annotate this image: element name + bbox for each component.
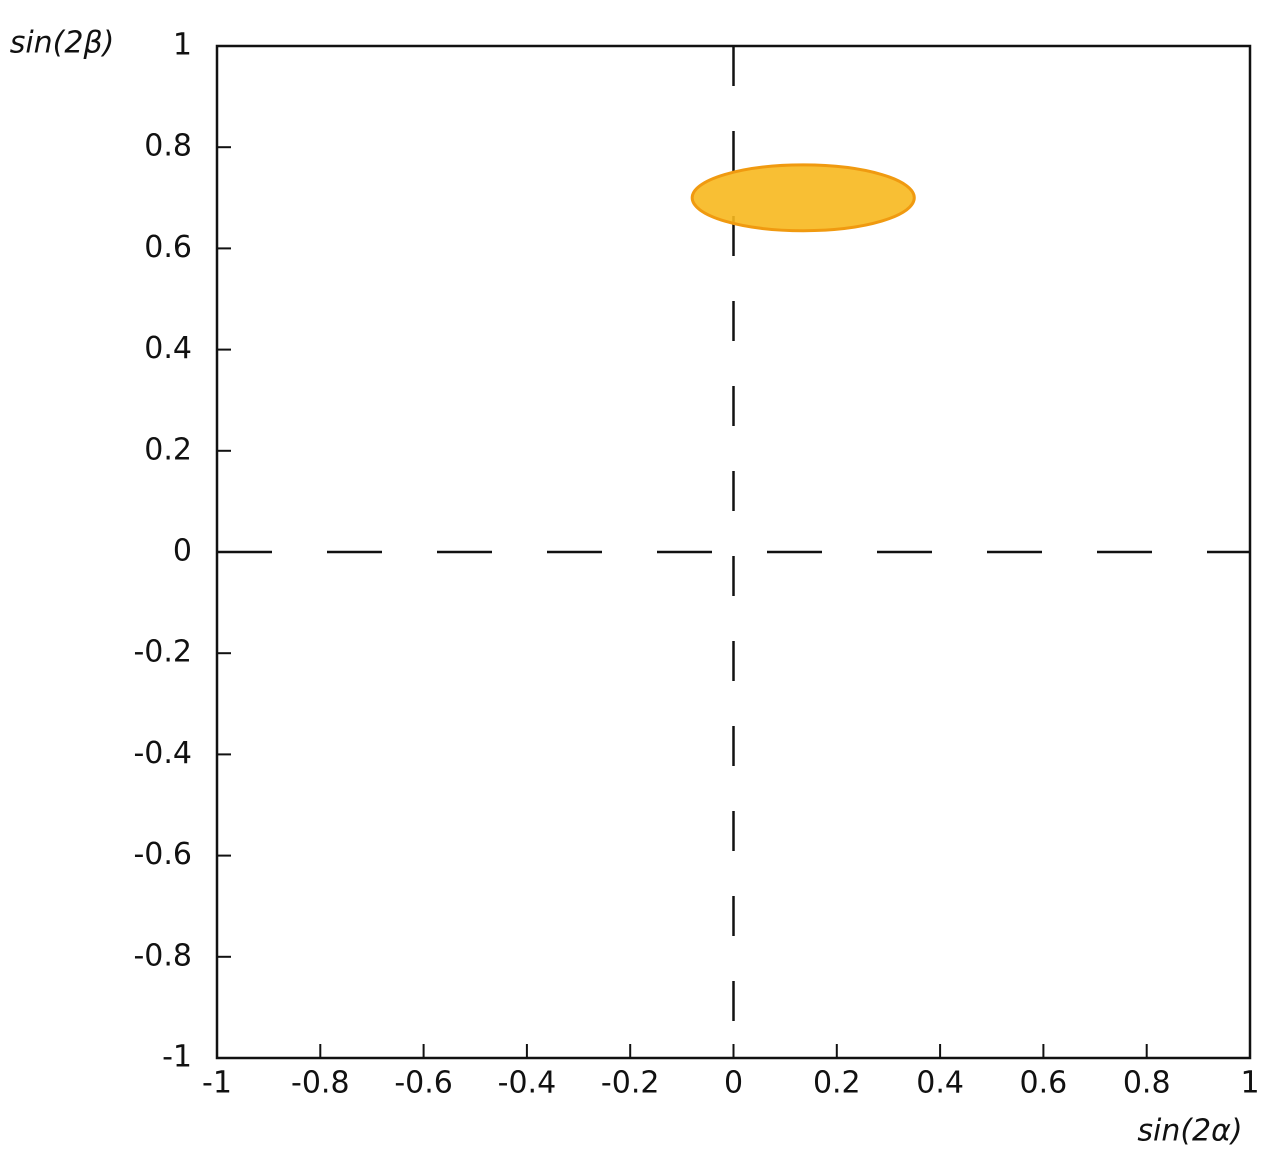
x-tick-label: 0.8	[1123, 1066, 1171, 1101]
x-axis-label: sin(2α)	[1137, 1114, 1242, 1149]
x-tick-label: 0.4	[916, 1066, 964, 1101]
x-tick-label: -0.2	[601, 1066, 660, 1101]
allowed-region	[690, 163, 916, 233]
y-tick-label: 0.6	[144, 230, 192, 265]
y-tick-label: 0.2	[144, 432, 192, 467]
y-tick-label: -0.8	[133, 938, 192, 973]
y-tick-label: 0.8	[144, 129, 192, 164]
y-tick-label: -1	[162, 1040, 192, 1075]
x-tick-label: -1	[202, 1066, 232, 1101]
x-tick-label: -0.6	[394, 1066, 453, 1101]
y-tick-label: 0	[173, 534, 192, 569]
y-tick-label: -0.4	[133, 736, 192, 771]
x-tick-label: 1	[1240, 1066, 1259, 1101]
x-tick-label: 0	[724, 1066, 743, 1101]
y-axis-label: sin(2β)	[10, 26, 115, 61]
y-tick-label: 1	[173, 28, 192, 63]
y-tick-label: 0.4	[144, 331, 192, 366]
x-tick-label: 0.6	[1020, 1066, 1068, 1101]
x-tick-label: 0.2	[813, 1066, 861, 1101]
y-tick-label: -0.2	[133, 635, 192, 670]
x-tick-label: -0.4	[498, 1066, 557, 1101]
x-tick-label: -0.8	[291, 1066, 350, 1101]
y-tick-label: -0.6	[133, 837, 192, 872]
